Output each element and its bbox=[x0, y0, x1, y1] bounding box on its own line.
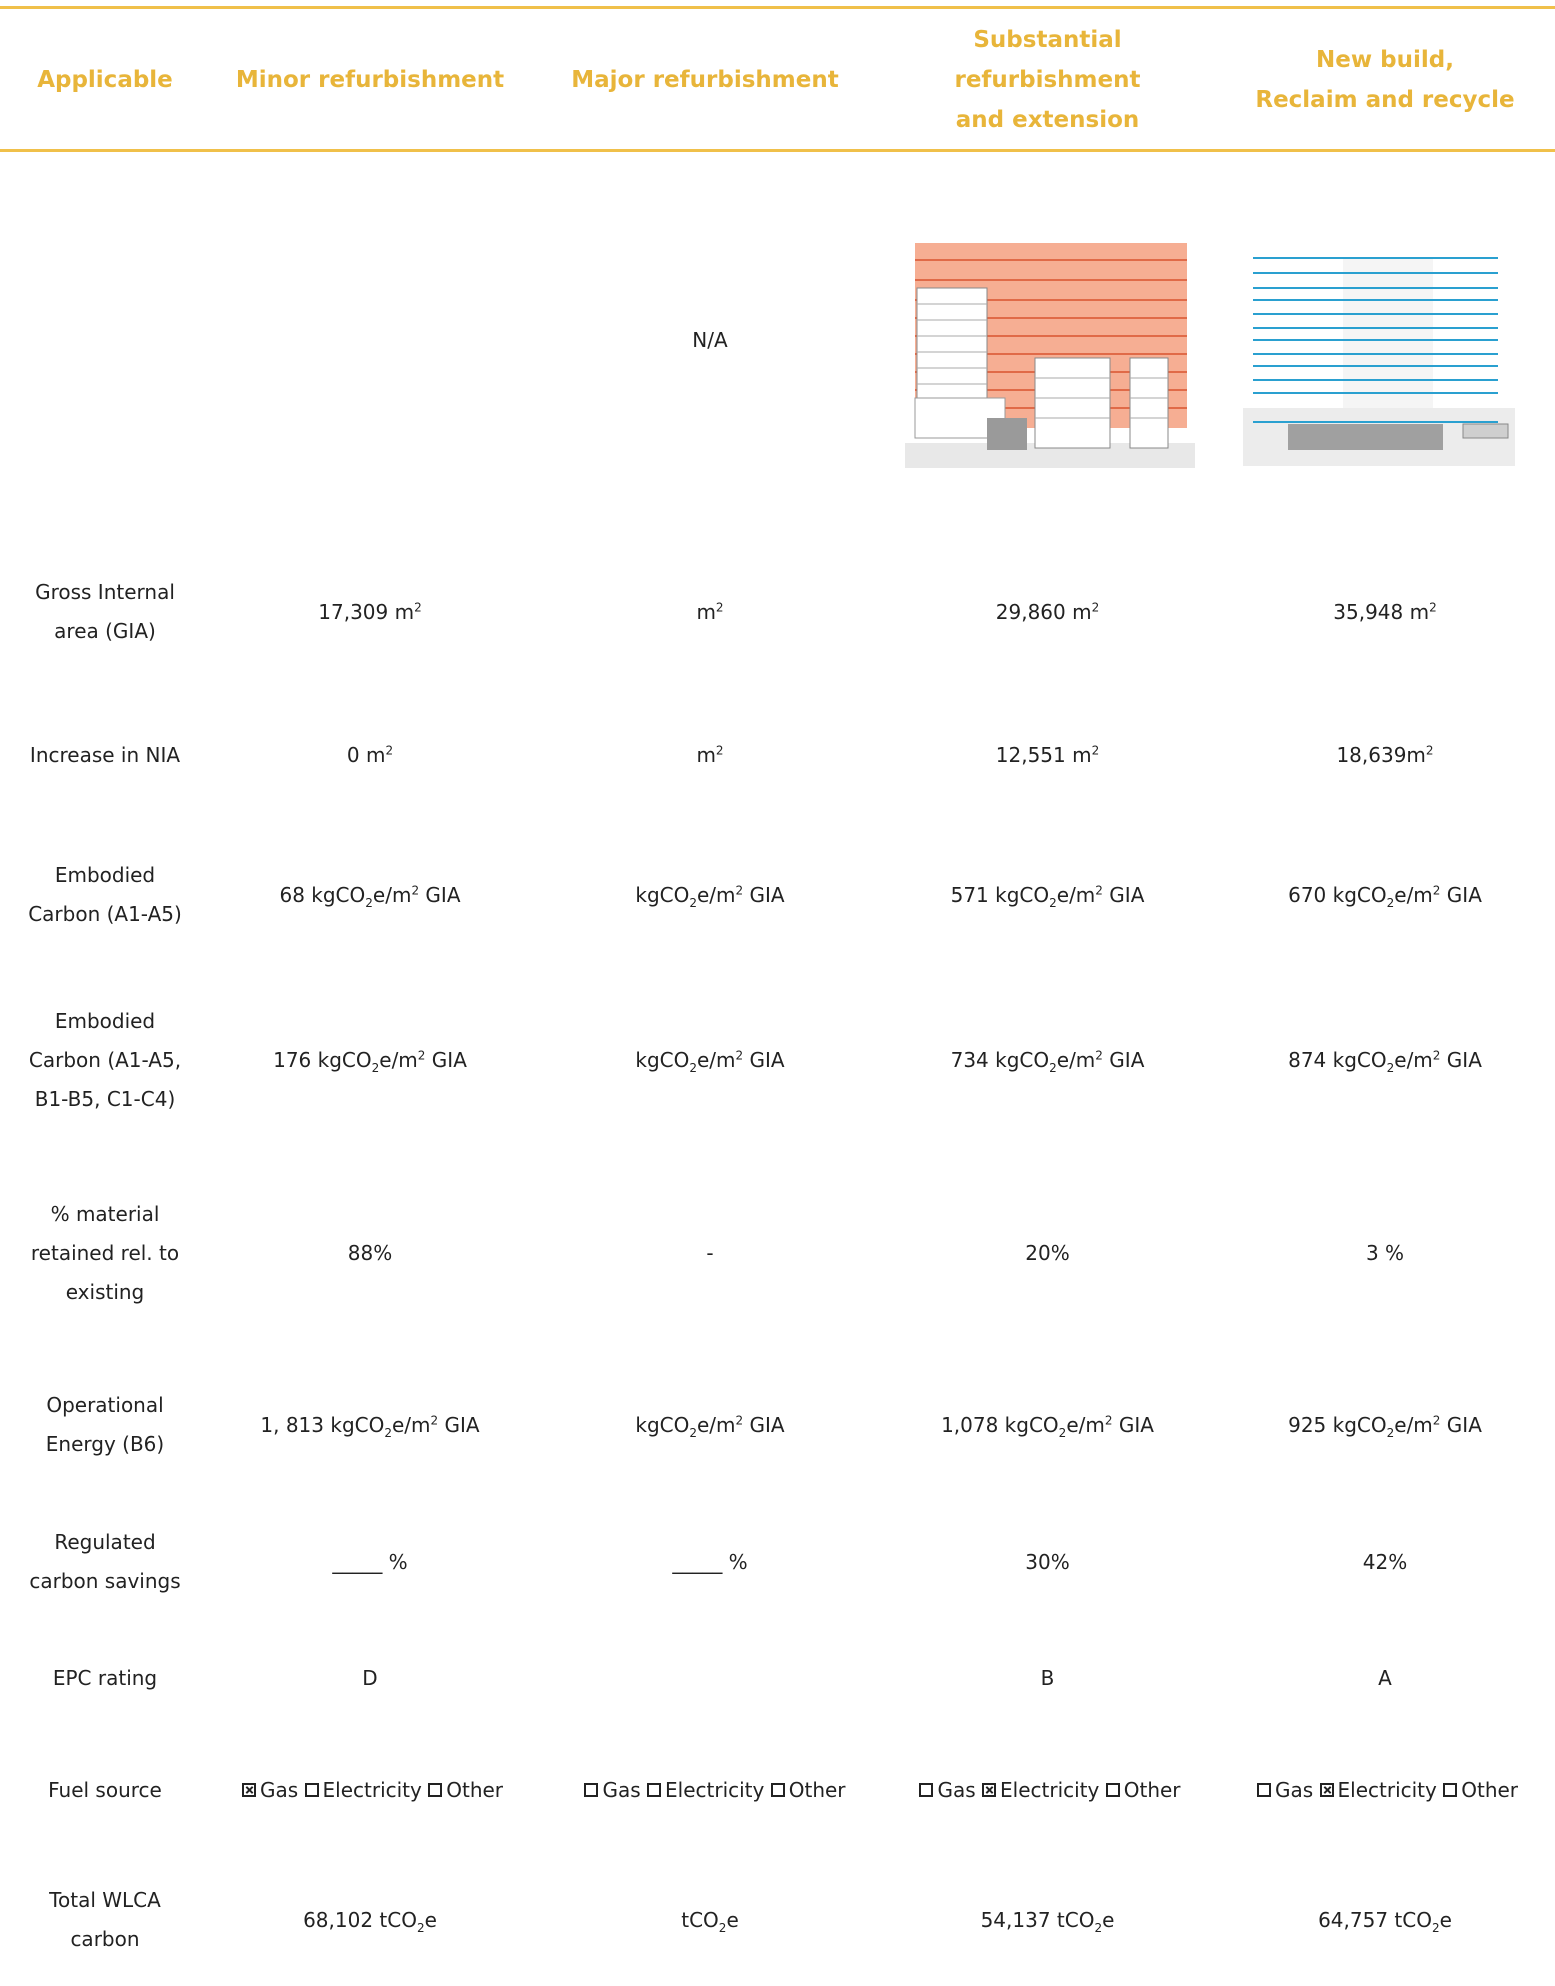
ec1-newbuild: 670 kgCO2e/m2 GIA bbox=[1288, 882, 1482, 910]
ec1-minor: 68 kgCO2e/m2 GIA bbox=[279, 882, 461, 910]
nia-substantial: 12,551 m2 bbox=[995, 742, 1100, 767]
label-embodied-a1-a5: Embodied Carbon (A1-A5) bbox=[28, 863, 182, 926]
label-gia: Gross Internal area (GIA) bbox=[35, 580, 175, 643]
epc-substantial: B bbox=[1040, 1665, 1055, 1690]
retained-minor: 88% bbox=[347, 1240, 393, 1265]
checkbox-other[interactable] bbox=[1105, 1783, 1120, 1797]
epc-minor: D bbox=[362, 1665, 378, 1690]
new-build-section-drawing bbox=[1243, 238, 1515, 466]
op-major: kgCO2e/m2 GIA bbox=[635, 1412, 785, 1440]
fuel-substantial: Gas Electricity Other bbox=[885, 1770, 1215, 1810]
epc-major bbox=[530, 1658, 890, 1698]
reg-newbuild: 42% bbox=[1362, 1549, 1408, 1574]
label-total-wlca: Total WLCA carbon bbox=[49, 1888, 161, 1951]
checkbox-electricity[interactable] bbox=[982, 1783, 997, 1797]
label-operational-energy: Operational Energy (B6) bbox=[45, 1393, 165, 1456]
label-regulated-savings: Regulated carbon savings bbox=[29, 1530, 181, 1593]
wlca-minor: 68,102 tCO2e bbox=[303, 1907, 437, 1935]
checkbox-gas[interactable] bbox=[584, 1783, 599, 1797]
label-embodied-full: Embodied Carbon (A1-A5, B1-B5, C1-C4) bbox=[28, 1008, 182, 1111]
header-major-refurbishment: Major refurbishment bbox=[571, 67, 839, 93]
top-rule bbox=[0, 6, 1555, 9]
op-newbuild: 925 kgCO2e/m2 GIA bbox=[1288, 1412, 1482, 1440]
op-substantial: 1,078 kgCO2e/m2 GIA bbox=[941, 1412, 1154, 1440]
reg-major: _____ % bbox=[672, 1549, 748, 1574]
checkbox-electricity[interactable] bbox=[1319, 1783, 1334, 1797]
image-row-major-na: N/A bbox=[692, 327, 728, 352]
checkbox-other[interactable] bbox=[1443, 1783, 1458, 1797]
op-minor: 1, 813 kgCO2e/m2 GIA bbox=[260, 1412, 480, 1440]
retained-substantial: 20% bbox=[1025, 1240, 1070, 1265]
ec2-minor: 176 kgCO2e/m2 GIA bbox=[273, 1047, 467, 1075]
nia-minor: 0 m2 bbox=[346, 742, 394, 767]
header-new-build: New build, Reclaim and recycle bbox=[1255, 47, 1515, 113]
wlca-major: tCO2e bbox=[681, 1907, 739, 1935]
gia-substantial: 29,860 m2 bbox=[995, 599, 1100, 624]
ec2-substantial: 734 kgCO2e/m2 GIA bbox=[950, 1047, 1145, 1075]
checkbox-gas[interactable] bbox=[1256, 1783, 1271, 1797]
checkbox-gas[interactable] bbox=[919, 1783, 934, 1797]
epc-newbuild: A bbox=[1378, 1665, 1392, 1690]
wlca-substantial: 54,137 tCO2e bbox=[980, 1907, 1115, 1935]
checkbox-other[interactable] bbox=[428, 1783, 443, 1797]
substantial-refurbishment-section-drawing bbox=[905, 238, 1195, 468]
header-applicable: Applicable bbox=[37, 67, 173, 93]
label-nia: Increase in NIA bbox=[29, 742, 181, 767]
ec2-major: kgCO2e/m2 GIA bbox=[635, 1047, 785, 1075]
ec1-substantial: 571 kgCO2e/m2 GIA bbox=[950, 882, 1145, 910]
label-material-retained: % material retained rel. to existing bbox=[30, 1201, 180, 1304]
ec1-major: kgCO2e/m2 GIA bbox=[635, 882, 785, 910]
checkbox-electricity[interactable] bbox=[304, 1783, 319, 1797]
reg-minor: _____ % bbox=[332, 1549, 408, 1574]
header-minor-refurbishment: Minor refurbishment bbox=[235, 67, 505, 93]
wlca-newbuild: 64,757 tCO2e bbox=[1318, 1907, 1452, 1935]
fuel-major: Gas Electricity Other bbox=[545, 1770, 885, 1810]
gia-newbuild: 35,948 m2 bbox=[1333, 599, 1437, 624]
gia-major: m2 bbox=[696, 599, 724, 624]
label-epc: EPC rating bbox=[52, 1665, 158, 1690]
retained-newbuild: 3 % bbox=[1365, 1240, 1405, 1265]
label-fuel-source: Fuel source bbox=[48, 1777, 162, 1802]
checkbox-electricity[interactable] bbox=[647, 1783, 662, 1797]
reg-substantial: 30% bbox=[1025, 1549, 1070, 1574]
nia-major: m2 bbox=[696, 742, 724, 767]
header-rule bbox=[0, 149, 1555, 152]
nia-newbuild: 18,639m2 bbox=[1336, 742, 1434, 767]
gia-minor: 17,309 m2 bbox=[318, 599, 422, 624]
header-substantial-refurbishment: Substantial refurbishment and extension bbox=[954, 27, 1141, 133]
fuel-newbuild: Gas Electricity Other bbox=[1220, 1770, 1555, 1810]
ec2-newbuild: 874 kgCO2e/m2 GIA bbox=[1288, 1047, 1482, 1075]
checkbox-other[interactable] bbox=[770, 1783, 785, 1797]
checkbox-gas[interactable] bbox=[241, 1783, 256, 1797]
retained-major: - bbox=[706, 1240, 714, 1265]
fuel-minor: Gas Electricity Other bbox=[210, 1770, 535, 1810]
